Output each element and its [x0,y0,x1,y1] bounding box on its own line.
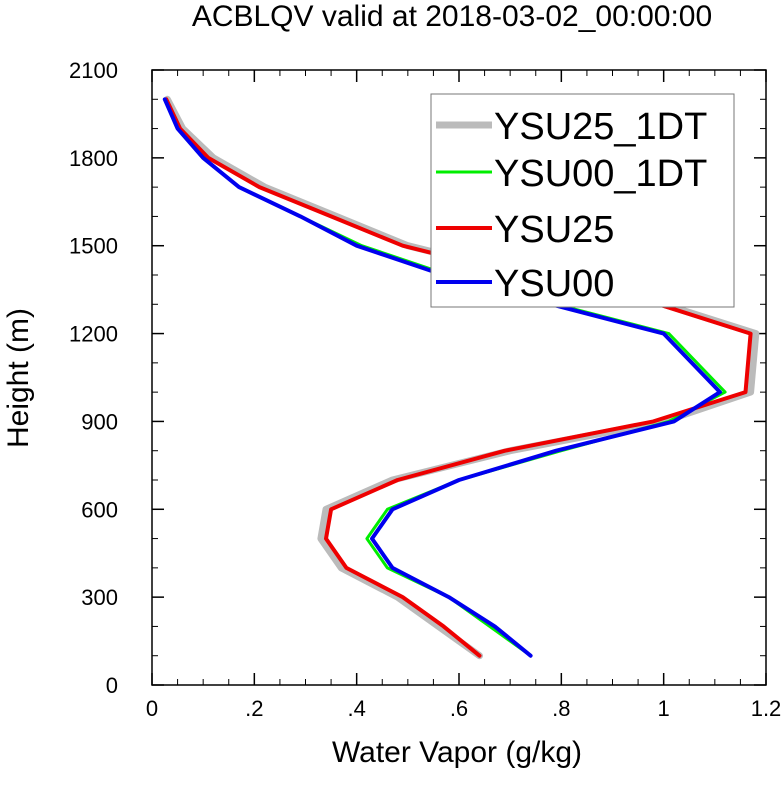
y-tick-label: 300 [81,585,118,610]
x-tick-label: 1 [658,696,670,721]
x-tick-label: .2 [245,696,263,721]
x-tick-label: .8 [552,696,570,721]
y-tick-label: 600 [81,497,118,522]
y-tick-label: 1200 [69,322,118,347]
legend-label: YSU00_1DT [494,153,707,195]
plot-frame [151,69,767,686]
chart-title: ACBLQV valid at 2018-03-02_00:00:00 [192,0,712,33]
series-lines [162,95,760,660]
legend-box [430,93,735,308]
legend-label: YSU25_1DT [494,106,707,148]
y-tick-label: 900 [81,409,118,434]
x-axis-label: Water Vapor (g/kg) [332,736,582,769]
legend-label: YSU25 [494,209,614,251]
series-line-ysu00 [162,97,722,658]
legend: YSU25_1DT YSU00_1DT YSU25 YSU00 [430,93,735,308]
x-tick-label: 0 [146,696,158,721]
x-tick-label: .4 [347,696,365,721]
legend-label: YSU00 [494,263,614,305]
series-line-ysu25 [164,97,753,658]
y-tick-label: 1500 [69,234,118,259]
y-tick-label: 2100 [69,58,118,83]
y-axis-label: Height (m) [2,308,35,448]
legend-entries: YSU25_1DT YSU00_1DT YSU25 YSU00 [436,106,707,305]
x-tick-label: 1.2 [751,696,782,721]
y-tick-label: 0 [106,673,118,698]
y-tick-label: 1800 [69,146,118,171]
x-tick-label: .6 [450,696,468,721]
